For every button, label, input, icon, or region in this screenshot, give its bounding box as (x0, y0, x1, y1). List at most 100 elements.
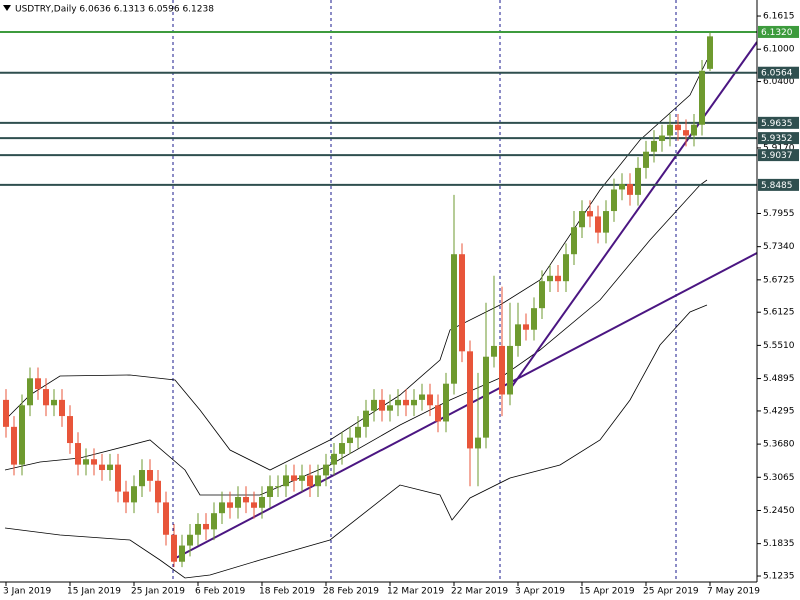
candle-body (219, 502, 225, 514)
candle-body (243, 496, 249, 503)
chart-title: USDTRY,Daily 6.0636 6.1313 6.0596 6.1238 (15, 5, 214, 15)
candle-body (139, 470, 145, 487)
candle-body (275, 486, 281, 488)
candle-body (123, 491, 129, 503)
candle-body (683, 130, 689, 136)
candle-body (347, 437, 353, 444)
candle-body (363, 410, 369, 427)
candle-body (587, 211, 593, 217)
candle-body (451, 254, 457, 384)
level-label: 5.9352 (761, 134, 793, 144)
candle-body (19, 405, 25, 465)
candle-body (403, 399, 409, 406)
level-label-box (758, 25, 799, 38)
x-tick-label: 18 Feb 2019 (259, 587, 315, 597)
x-tick-label: 3 Jan 2019 (3, 587, 51, 597)
y-tick-label: 6.0400 (763, 77, 795, 87)
candle-body (195, 523, 201, 535)
x-tick-label: 25 Apr 2019 (643, 587, 699, 597)
y-tick-label: 5.3065 (763, 473, 795, 483)
candle-body (331, 453, 337, 465)
trend-line (171, 252, 758, 561)
candle-body (499, 345, 505, 395)
level-label-box (758, 66, 799, 79)
candle-body (91, 459, 97, 465)
candle-body (411, 399, 417, 406)
candle-body (131, 486, 137, 503)
candle-body (259, 496, 265, 508)
candle-body (699, 70, 705, 125)
candle-body (323, 464, 329, 476)
candle-body (491, 345, 497, 357)
level-label: 5.9635 (761, 119, 793, 129)
candle-body (555, 275, 561, 282)
candle-body (563, 254, 569, 282)
candle-body (147, 470, 153, 481)
candle-body (67, 416, 73, 444)
candle-body (579, 211, 585, 228)
candle-body (75, 443, 81, 465)
candle-body (635, 167, 641, 195)
candle-body (211, 513, 217, 530)
candle-body (35, 378, 41, 390)
trend-lines (171, 41, 758, 561)
candle-body (315, 475, 321, 487)
candle-body (515, 324, 521, 346)
candle-body (531, 308, 537, 330)
candle-body (619, 184, 625, 190)
candle-body (483, 356, 489, 438)
candle-body (283, 475, 289, 487)
candle-body (3, 399, 9, 427)
candle-body (355, 426, 361, 438)
candle-body (291, 475, 297, 481)
candle-body (627, 184, 633, 195)
candle-body (43, 389, 49, 406)
level-label: 5.9037 (761, 151, 793, 161)
candle-body (395, 399, 401, 406)
candle-body (659, 135, 665, 141)
menu-arrow[interactable] (3, 5, 11, 11)
candle-body (467, 351, 473, 449)
trend-line (507, 41, 758, 393)
candle-body (267, 486, 273, 497)
level-label-box (758, 149, 799, 162)
candle-body (307, 475, 313, 487)
candle-body (203, 523, 209, 530)
candle-body (427, 394, 433, 406)
x-tick-label: 12 Mar 2019 (387, 587, 444, 597)
level-label: 6.0564 (761, 69, 793, 79)
candle-body (379, 399, 385, 411)
candle-body (435, 405, 441, 422)
y-tick-label: 5.7340 (763, 242, 795, 252)
candle-body (523, 324, 529, 330)
candle-body (179, 545, 185, 562)
candle-body (691, 124, 697, 136)
x-tick-label: 15 Jan 2019 (67, 587, 121, 597)
candle-body (227, 502, 233, 508)
candle-body (155, 480, 161, 503)
middle-band (4, 179, 708, 496)
candle-body (603, 211, 609, 233)
candle-body (507, 345, 513, 395)
y-tick-label: 5.2450 (763, 506, 795, 516)
candle-body (99, 464, 105, 471)
level-label-box (758, 132, 799, 145)
lower-band (4, 304, 708, 579)
candle-body (299, 475, 305, 481)
candle-body (107, 464, 113, 471)
candle-body (611, 189, 617, 212)
y-tick-label: 5.6125 (763, 308, 795, 318)
candle-body (651, 140, 657, 152)
candle-body (163, 502, 169, 535)
y-tick-label: 6.1615 (763, 12, 795, 22)
x-tick-label: 3 Apr 2019 (515, 587, 565, 597)
y-tick-label: 5.4295 (763, 406, 795, 416)
level-label: 6.1320 (761, 28, 793, 38)
level-label-box (758, 178, 799, 191)
level-label-box (758, 116, 799, 129)
y-tick-label: 5.1235 (763, 572, 795, 582)
candle-body (443, 383, 449, 422)
y-tick-label: 5.3680 (763, 440, 795, 450)
